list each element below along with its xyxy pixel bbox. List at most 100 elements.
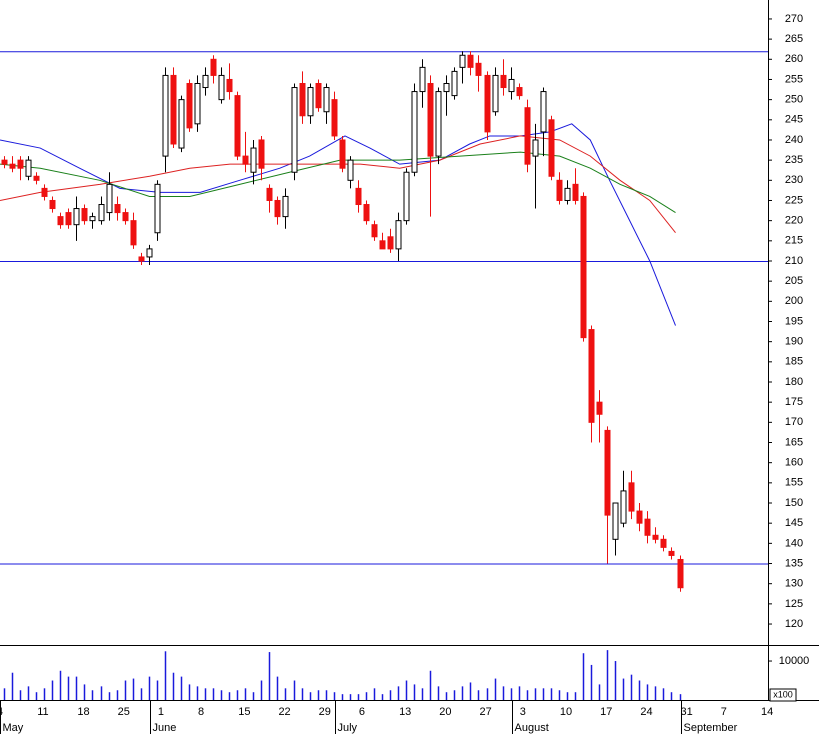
candle-body: [660, 538, 667, 548]
candle-body: [210, 58, 217, 76]
candle-body: [186, 82, 193, 129]
y-tick-label: 135: [785, 557, 803, 569]
candle-body: [484, 74, 491, 133]
candle-body: [668, 550, 675, 556]
candle-body: [282, 195, 289, 218]
x-tick-label: 31: [681, 706, 693, 718]
candle-body: [339, 139, 346, 169]
y-tick-label: 150: [785, 497, 803, 509]
candle-body: [234, 95, 241, 157]
y-tick-label: 225: [785, 194, 803, 206]
moving-average: [0, 123, 676, 326]
x-tick-label: 15: [238, 706, 250, 718]
candle-body: [307, 87, 314, 117]
candle-body: [475, 62, 482, 76]
candle-body: [516, 87, 523, 97]
candle-body: [89, 216, 96, 222]
y-tick-label: 270: [785, 13, 803, 25]
candle-body: [588, 329, 595, 423]
y-tick-label: 155: [785, 477, 803, 489]
x-tick-label: 3: [520, 706, 526, 718]
candle-body: [435, 91, 442, 157]
candle-body: [652, 534, 659, 540]
y-tick-label: 195: [785, 315, 803, 327]
month-label: July: [338, 722, 358, 734]
moving-average: [0, 151, 676, 214]
y-tick-label: 190: [785, 336, 803, 348]
y-tick-label: 230: [785, 174, 803, 186]
candle-body: [17, 159, 24, 169]
y-tick-label: 220: [785, 215, 803, 227]
y-tick-label: 180: [785, 376, 803, 388]
y-tick-label: 175: [785, 396, 803, 408]
x-tick-label: 1: [158, 706, 164, 718]
candle-body: [73, 208, 80, 226]
unit-label: x100: [773, 689, 793, 699]
candle-body: [363, 204, 370, 222]
candle-body: [202, 74, 209, 89]
y-tick-label: 160: [785, 457, 803, 469]
month-label: September: [684, 722, 738, 734]
candle-body: [636, 510, 643, 524]
candle-body: [114, 204, 121, 214]
x-tick-label: 24: [640, 706, 652, 718]
x-tick-label: 13: [399, 706, 411, 718]
candle-body: [81, 208, 88, 222]
candle-body: [387, 236, 394, 250]
candle-body: [274, 199, 281, 218]
candle-body: [540, 91, 547, 133]
y-tick-label: 185: [785, 356, 803, 368]
candle-body: [411, 91, 418, 173]
x-tick-label: 11: [37, 706, 48, 718]
candle-body: [427, 82, 434, 157]
candle-body: [604, 429, 611, 516]
x-tick-label: 29: [319, 706, 331, 718]
candle-body: [194, 82, 201, 125]
x-tick-label: 22: [278, 706, 290, 718]
x-tick-label: 10: [560, 706, 572, 718]
candle-body: [122, 212, 129, 222]
y-tick-label: 130: [785, 578, 803, 590]
candle-body: [154, 183, 161, 234]
candle-body: [33, 175, 40, 181]
candle-body: [580, 195, 587, 339]
candle-body: [323, 87, 330, 113]
candle-body: [299, 82, 306, 117]
candle-body: [419, 66, 426, 93]
y-tick-label: 120: [785, 618, 803, 630]
month-label: August: [515, 722, 549, 734]
y-tick-label: 235: [785, 154, 803, 166]
candle-body: [612, 502, 619, 540]
month-label: June: [153, 722, 177, 734]
x-tick-label: 6: [359, 706, 365, 718]
candle-body: [508, 78, 515, 93]
x-tick-label: 8: [198, 706, 204, 718]
candle-body: [443, 82, 450, 93]
candle-body: [532, 139, 539, 157]
candle-body: [620, 490, 627, 524]
candle-body: [106, 183, 113, 214]
unit-box: [769, 688, 797, 702]
y-tick-label: 125: [785, 598, 803, 610]
candle-body: [162, 74, 169, 157]
candle-body: [250, 147, 257, 173]
month-label: May: [3, 722, 24, 734]
candle-body: [644, 518, 651, 536]
y-tick-label: 250: [785, 94, 803, 106]
candle-body: [41, 187, 48, 197]
x-tick-label: 20: [439, 706, 451, 718]
candle-body: [556, 179, 563, 201]
candle-body: [564, 187, 571, 201]
candle-body: [146, 248, 153, 258]
candle-body: [218, 74, 225, 101]
moving-average: [0, 135, 676, 234]
x-tick-label: 27: [479, 706, 491, 718]
candle-body: [25, 159, 32, 177]
y-tick-label: 210: [785, 255, 803, 267]
candle-body: [395, 220, 402, 250]
candle-body: [170, 74, 177, 145]
y-tick-label: 205: [785, 275, 803, 287]
candle-body: [226, 78, 233, 93]
